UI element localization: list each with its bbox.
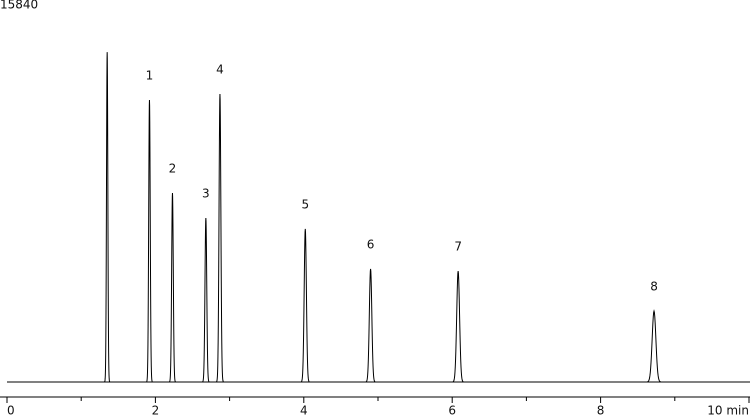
- peak-label: 5: [301, 197, 309, 211]
- peak: [146, 99, 153, 383]
- peak: [202, 217, 210, 383]
- peak-label: 2: [169, 162, 177, 176]
- peak-label: 3: [202, 187, 210, 201]
- x-tick-label: 10 min: [707, 404, 749, 417]
- x-tick-label: 2: [152, 404, 160, 417]
- peak: [365, 268, 376, 383]
- x-tick-label: 4: [300, 404, 308, 417]
- peak: [452, 271, 464, 383]
- x-tick-label: 8: [597, 404, 605, 417]
- peak: [169, 192, 176, 383]
- peak-label: 7: [454, 240, 462, 254]
- peak-label: 1: [146, 68, 154, 82]
- peak: [646, 309, 662, 383]
- peak-label: 8: [650, 280, 658, 294]
- peak-label: 4: [216, 63, 224, 77]
- peak: [300, 228, 310, 383]
- peak: [104, 52, 111, 383]
- x-tick-label: 0: [7, 404, 15, 417]
- y-tick-label: 15840: [0, 0, 38, 12]
- peak: [216, 93, 224, 383]
- x-tick-label: 6: [448, 404, 456, 417]
- peak-label: 6: [367, 237, 375, 251]
